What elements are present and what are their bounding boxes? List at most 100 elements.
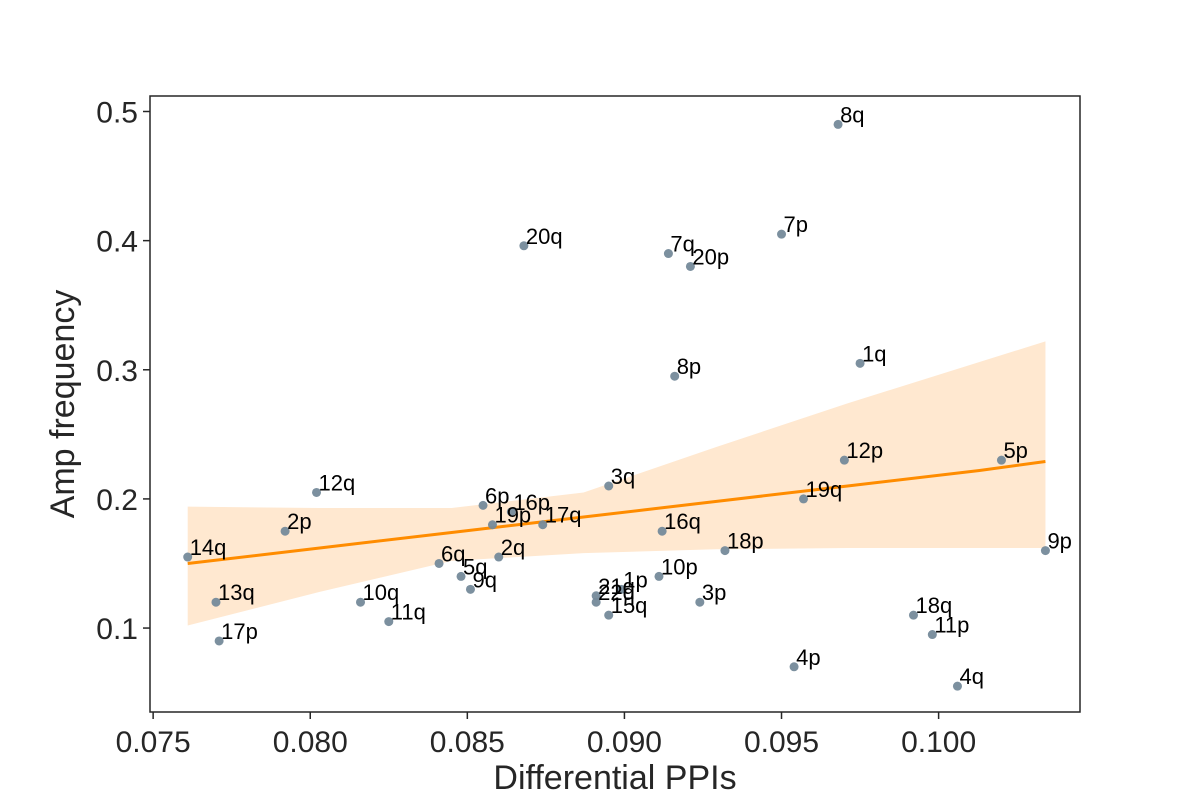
point-label-2p: 2p	[287, 509, 311, 534]
data-point-20q	[519, 241, 529, 251]
point-label-19q: 19q	[806, 477, 843, 502]
data-point-19p	[487, 520, 497, 530]
x-tick-label: 0.095	[744, 726, 819, 759]
point-label-9p: 9p	[1047, 529, 1071, 554]
point-label-17p: 17p	[221, 619, 258, 644]
regression-line	[187, 459, 1046, 565]
y-tick-label: 0.4	[96, 226, 138, 259]
point-label-17q: 17q	[545, 503, 582, 528]
data-point-8q	[833, 119, 843, 129]
data-point-17q	[538, 520, 548, 530]
point-label-16p: 16p	[513, 490, 550, 515]
data-point-2p	[280, 526, 290, 536]
data-point-4p	[789, 662, 799, 672]
data-point-4q	[952, 681, 962, 691]
point-label-5q: 5q	[463, 554, 487, 579]
point-label-20p: 20p	[692, 244, 729, 269]
data-point-5q	[456, 571, 466, 581]
data-point-18p	[720, 546, 730, 556]
data-point-21q	[591, 591, 601, 601]
point-label-12p: 12p	[846, 438, 883, 463]
x-tick-label: 0.100	[901, 726, 976, 759]
point-label-22q: 22q	[598, 580, 635, 605]
point-label-1q: 1q	[862, 341, 886, 366]
point-label-1p: 1p	[623, 567, 647, 592]
data-point-10p	[654, 571, 664, 581]
data-point-12p	[839, 455, 849, 465]
point-label-11q: 11q	[391, 600, 426, 625]
x-tick-label: 0.080	[273, 726, 348, 759]
point-label-5p: 5p	[1003, 438, 1027, 463]
data-point-8p	[670, 371, 680, 381]
data-point-20p	[685, 261, 695, 271]
data-points-layer	[183, 119, 1050, 691]
point-label-6p: 6p	[485, 483, 509, 508]
point-label-7p: 7p	[784, 212, 808, 237]
y-tick-label: 0.1	[96, 613, 138, 646]
point-label-10p: 10p	[661, 554, 698, 579]
data-point-7q	[663, 249, 673, 259]
point-label-16q: 16q	[664, 509, 701, 534]
point-label-21q: 21q	[598, 574, 635, 599]
y-tick-label: 0.2	[96, 484, 138, 517]
point-label-13q: 13q	[218, 580, 255, 605]
x-tick-label: 0.090	[587, 726, 662, 759]
data-point-1q	[855, 358, 865, 368]
x-tick-label: 0.085	[430, 726, 505, 759]
point-label-9q: 9q	[472, 567, 496, 592]
x-axis-ticks: 0.075 0.080 0.085 0.090 0.095 0.100	[116, 712, 976, 759]
data-point-16q	[657, 526, 667, 536]
y-tick-label: 0.5	[96, 96, 138, 129]
data-point-3p	[695, 597, 705, 607]
point-label-4q: 4q	[959, 664, 983, 689]
point-label-8p: 8p	[677, 354, 701, 379]
y-tick-label: 0.3	[96, 355, 138, 388]
x-axis-label: Differential PPIs	[493, 759, 736, 797]
confidence-band-layer	[187, 341, 1046, 626]
data-point-22q	[591, 597, 601, 607]
data-point-13q	[211, 597, 221, 607]
plot-frame	[149, 95, 1081, 713]
point-label-8q: 8q	[840, 102, 864, 127]
point-label-18p: 18p	[727, 529, 764, 554]
point-label-7q: 7q	[670, 232, 694, 257]
regression-line-layer	[187, 459, 1046, 565]
point-label-19p: 19p	[494, 503, 531, 528]
data-point-7p	[777, 229, 787, 239]
data-point-19q	[799, 494, 809, 504]
point-label-12q: 12q	[319, 470, 356, 495]
data-point-10q	[356, 597, 366, 607]
data-point-12q	[312, 487, 322, 497]
data-point-9p	[1040, 546, 1050, 556]
data-point-16p	[506, 507, 516, 517]
point-label-18q: 18q	[915, 593, 952, 618]
data-point-11q	[384, 617, 394, 627]
point-label-20q: 20q	[526, 224, 563, 249]
data-point-5p	[996, 455, 1006, 465]
point-label-11p: 11p	[934, 613, 969, 638]
point-label-4p: 4p	[796, 645, 820, 670]
data-point-18q	[908, 610, 918, 620]
point-label-6q: 6q	[441, 541, 465, 566]
data-point-6q	[434, 558, 444, 568]
x-tick-label: 0.075	[116, 726, 191, 759]
data-point-9q	[465, 584, 475, 594]
confidence-band	[187, 341, 1046, 626]
point-label-2q: 2q	[501, 535, 525, 560]
y-axis-label: Amp frequency	[44, 290, 82, 519]
point-label-3q: 3q	[611, 464, 635, 489]
data-point-15q	[604, 610, 614, 620]
data-point-14q	[183, 552, 193, 562]
point-label-14q: 14q	[190, 535, 227, 560]
point-label-15q: 15q	[611, 593, 648, 618]
data-point-2q	[494, 552, 504, 562]
data-point-1p	[616, 584, 626, 594]
point-label-3p: 3p	[702, 580, 726, 605]
data-point-17p	[214, 636, 224, 646]
data-point-3q	[604, 481, 614, 491]
point-label-10q: 10q	[363, 580, 400, 605]
data-point-11p	[927, 630, 937, 640]
data-point-6p	[478, 500, 488, 510]
